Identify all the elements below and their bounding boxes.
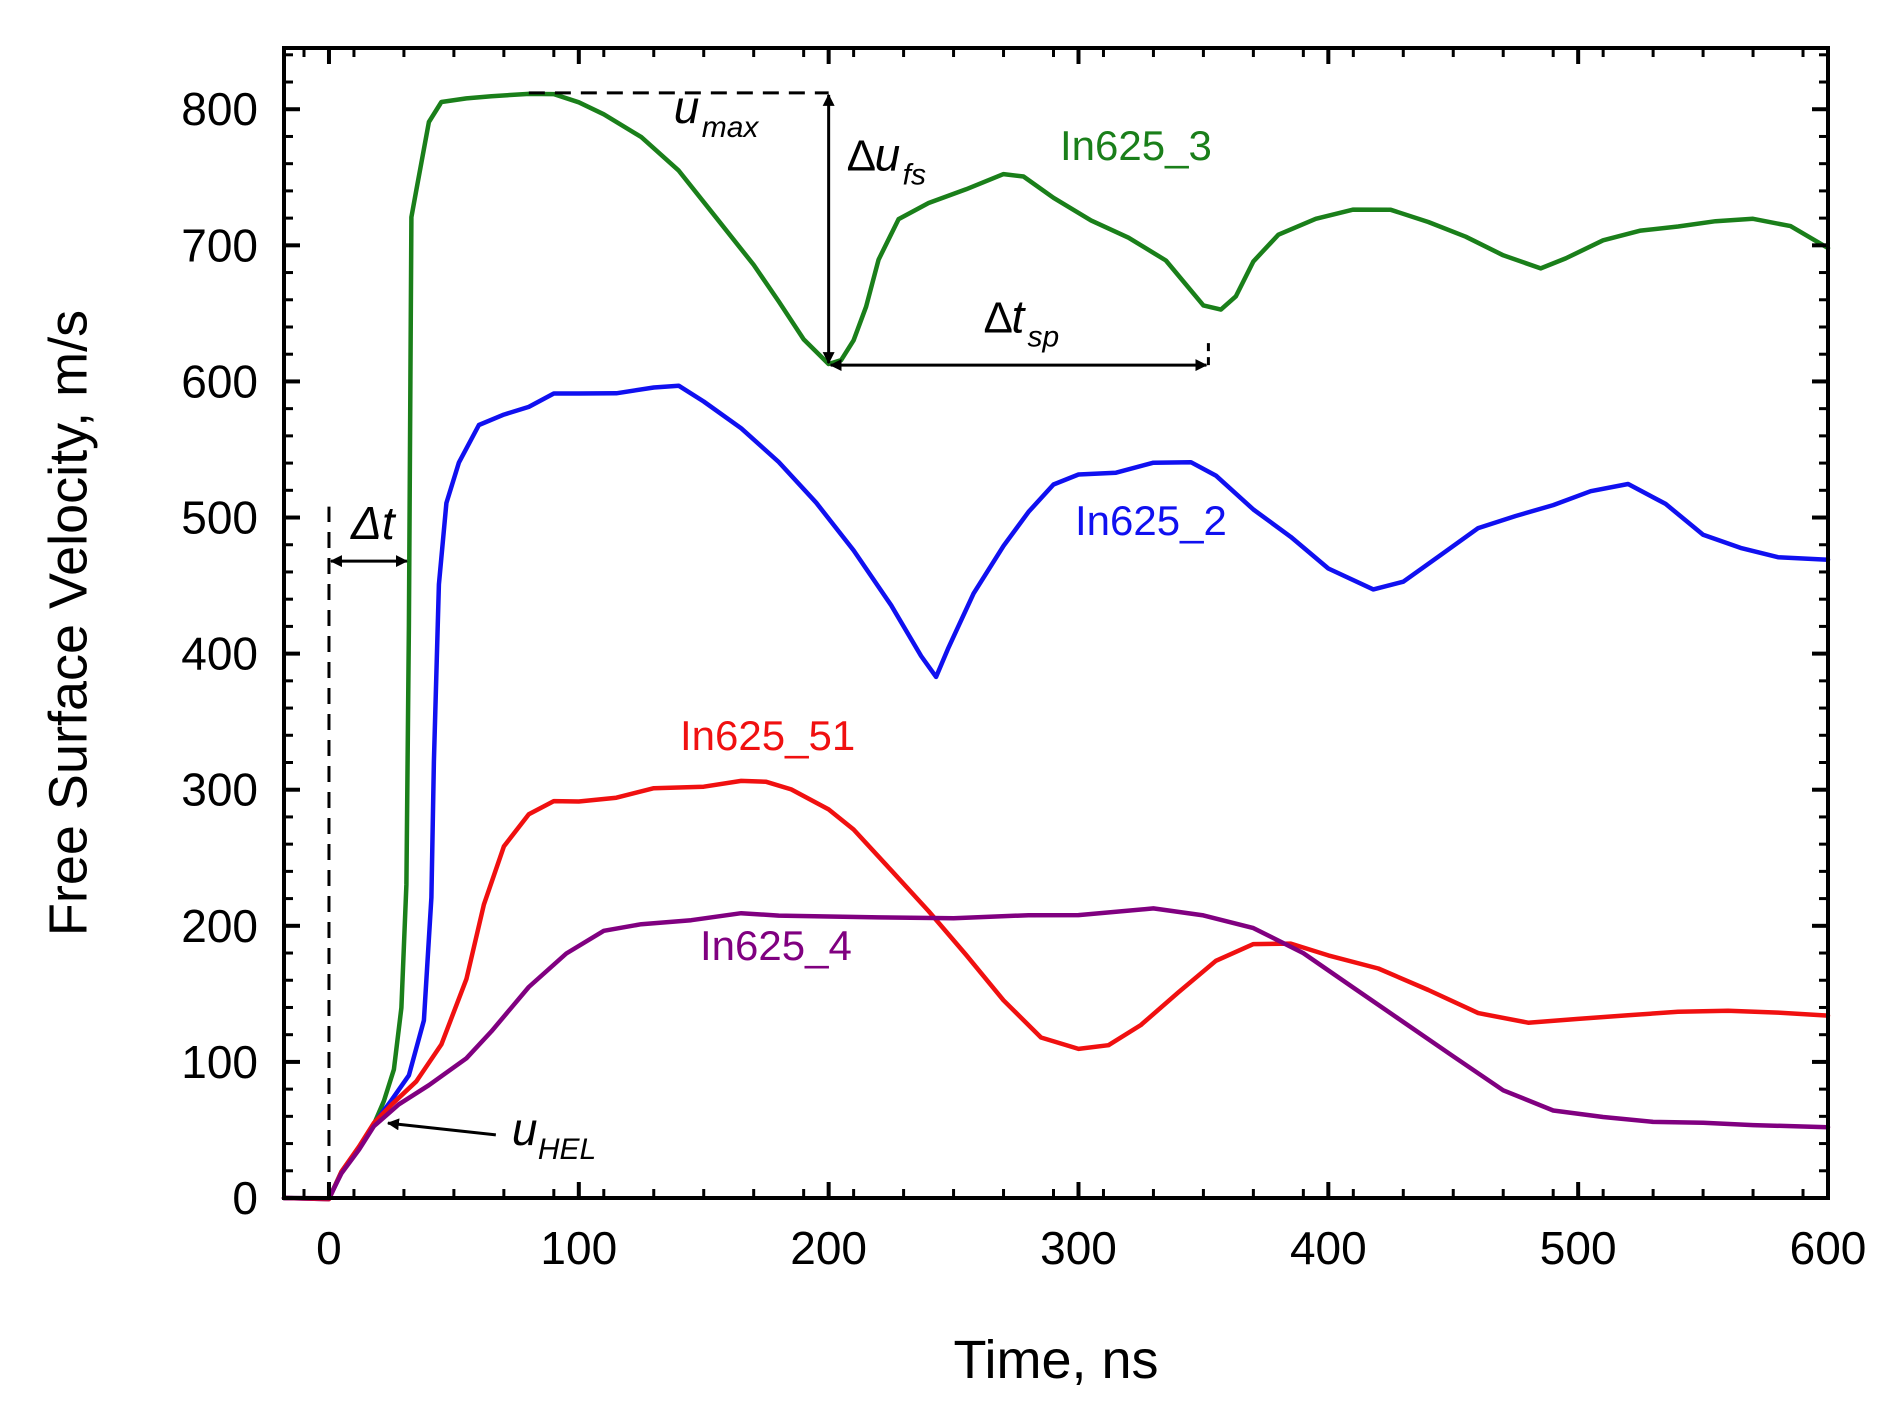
dufs-label: u [875, 128, 901, 180]
series-line-in625-2 [281, 383, 1831, 1202]
series-label-in625-51: In625_51 [680, 712, 855, 759]
dufs-subscript: fs [903, 158, 926, 191]
series-line-in625-51 [281, 778, 1831, 1202]
umax-label: u [674, 81, 700, 133]
y-tick-label: 300 [181, 764, 258, 816]
x-axis-title: Time, ns [953, 1330, 1158, 1390]
axis-tick-labels: 0 100 200 300 400 500 600 0 100 200 300 400 500 600 70… [181, 83, 1866, 1274]
y-tick-label: 400 [181, 628, 258, 680]
series-labels: In625_3 In625_2 In625_51 In625_4 [680, 122, 1227, 969]
uhel-arrow [386, 1118, 497, 1137]
x-tick-label: 200 [790, 1222, 867, 1274]
y-tick-label: 200 [181, 900, 258, 952]
x-tick-label: 0 [316, 1222, 342, 1274]
dufs-delta: Δ [847, 131, 876, 180]
x-tick-label: 600 [1790, 1222, 1867, 1274]
y-tick-label: 500 [181, 492, 258, 544]
y-tick-label: 0 [232, 1172, 258, 1224]
series-label-in625-2: In625_2 [1075, 497, 1227, 544]
series-label-in625-3: In625_3 [1060, 122, 1212, 169]
dtsp-delta: Δ [984, 293, 1013, 342]
uhel-label: u [512, 1103, 538, 1155]
dtsp-subscript: sp [1028, 320, 1060, 353]
umax-subscript: max [702, 111, 760, 144]
axis-ticks [284, 48, 1830, 1200]
y-tick-label: 600 [181, 355, 258, 407]
uhel-subscript: HEL [538, 1133, 596, 1166]
series-line-in625-3 [281, 91, 1831, 1201]
series-line-in625-4 [281, 906, 1831, 1201]
y-tick-label: 100 [181, 1036, 258, 1088]
plot-lines [281, 91, 1831, 1202]
x-tick-label: 400 [1290, 1222, 1367, 1274]
x-tick-label: 100 [540, 1222, 617, 1274]
dt-label: Δt [350, 497, 397, 549]
series-label-in625-4: In625_4 [700, 922, 852, 969]
x-tick-label: 300 [1040, 1222, 1117, 1274]
plot-frame [282, 46, 1830, 1200]
y-tick-label: 800 [181, 83, 258, 135]
x-tick-label: 500 [1540, 1222, 1617, 1274]
y-axis-title: Free Surface Velocity, m/s [38, 310, 98, 936]
y-tick-label: 700 [181, 219, 258, 271]
dtsp-label: t [1012, 290, 1027, 342]
